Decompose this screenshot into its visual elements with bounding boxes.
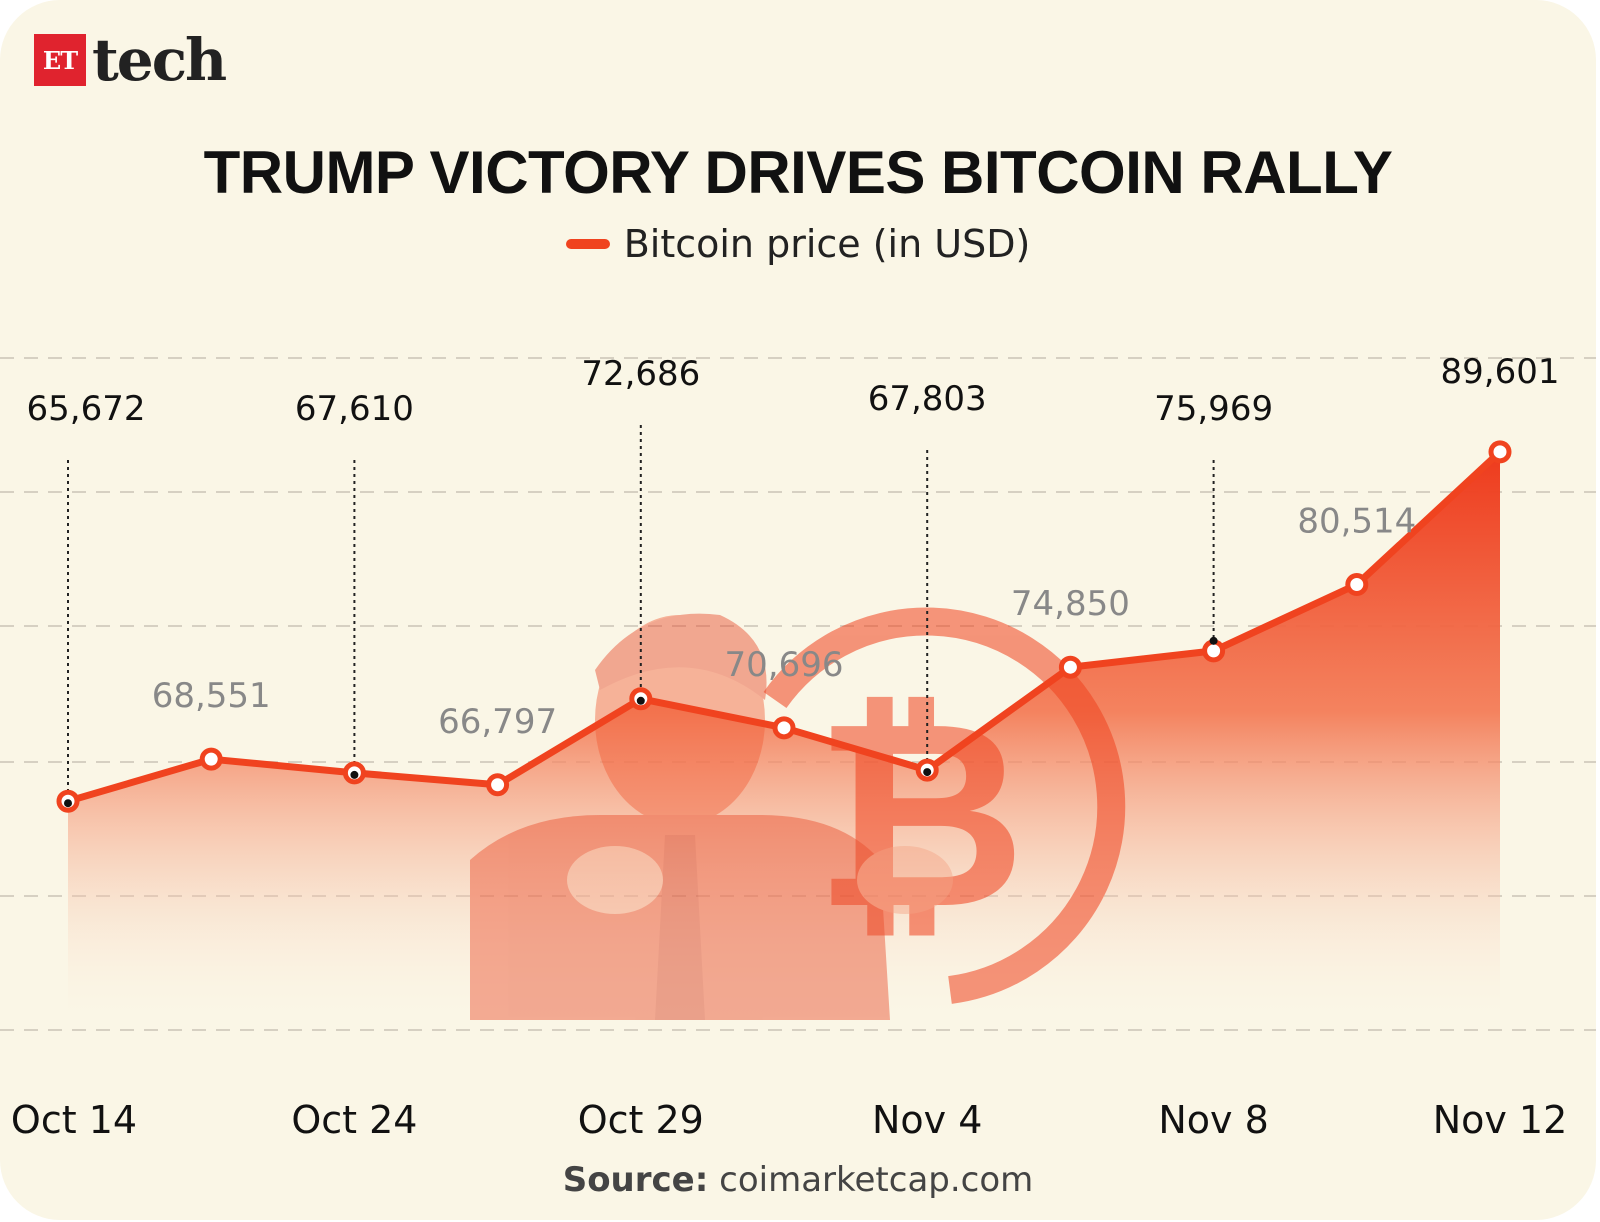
source-label: Source: [562, 1160, 709, 1200]
data-label: 80,514 [1297, 501, 1416, 541]
data-point [1345, 572, 1369, 596]
legend: Bitcoin price (in USD) [0, 222, 1596, 266]
data-point-dot [636, 696, 645, 705]
data-label: 67,610 [295, 389, 414, 429]
chart-title: TRUMP VICTORY DRIVES BITCOIN RALLY [203, 139, 1393, 206]
data-label: 68,551 [152, 676, 271, 716]
data-label: 65,672 [27, 389, 146, 429]
svg-text:₿: ₿ [814, 671, 1026, 961]
x-tick-label: Oct 29 [578, 1098, 704, 1142]
data-label: 66,797 [438, 702, 557, 742]
data-point [1488, 440, 1512, 464]
logo-word: tech [92, 26, 227, 94]
person-illustration-icon [470, 613, 953, 1020]
area-fill [68, 451, 1500, 1030]
source-text: coimarketcap.com [719, 1160, 1034, 1200]
x-tick-label: Nov 8 [1158, 1098, 1268, 1142]
data-label: 70,696 [725, 645, 844, 685]
data-point-dot [923, 768, 932, 777]
x-tick-label: Nov 4 [872, 1098, 982, 1142]
legend-label: Bitcoin price (in USD) [623, 222, 1031, 266]
data-point-dot [1209, 636, 1218, 645]
data-label: 67,803 [868, 379, 987, 419]
data-point [199, 747, 223, 771]
source-line: Source: coimarketcap.com [0, 1160, 1596, 1200]
data-point [1058, 655, 1082, 679]
data-label: 89,601 [1441, 352, 1560, 392]
x-tick-label: Nov 12 [1433, 1098, 1568, 1142]
data-label: 75,969 [1154, 389, 1273, 429]
data-point [772, 716, 796, 740]
data-point-dot [64, 799, 72, 808]
logo-badge: ET [34, 34, 86, 86]
bitcoin-symbol-icon: ₿ [763, 607, 1126, 1004]
data-label: 74,850 [1011, 584, 1130, 624]
data-point [486, 773, 510, 797]
et-tech-logo: ET tech [34, 26, 227, 94]
data-point-dot [350, 770, 359, 779]
x-tick-label: Oct 24 [291, 1098, 417, 1142]
x-tick-label: Oct 14 [11, 1098, 137, 1142]
data-label: 72,686 [581, 354, 700, 394]
legend-swatch [565, 239, 610, 249]
